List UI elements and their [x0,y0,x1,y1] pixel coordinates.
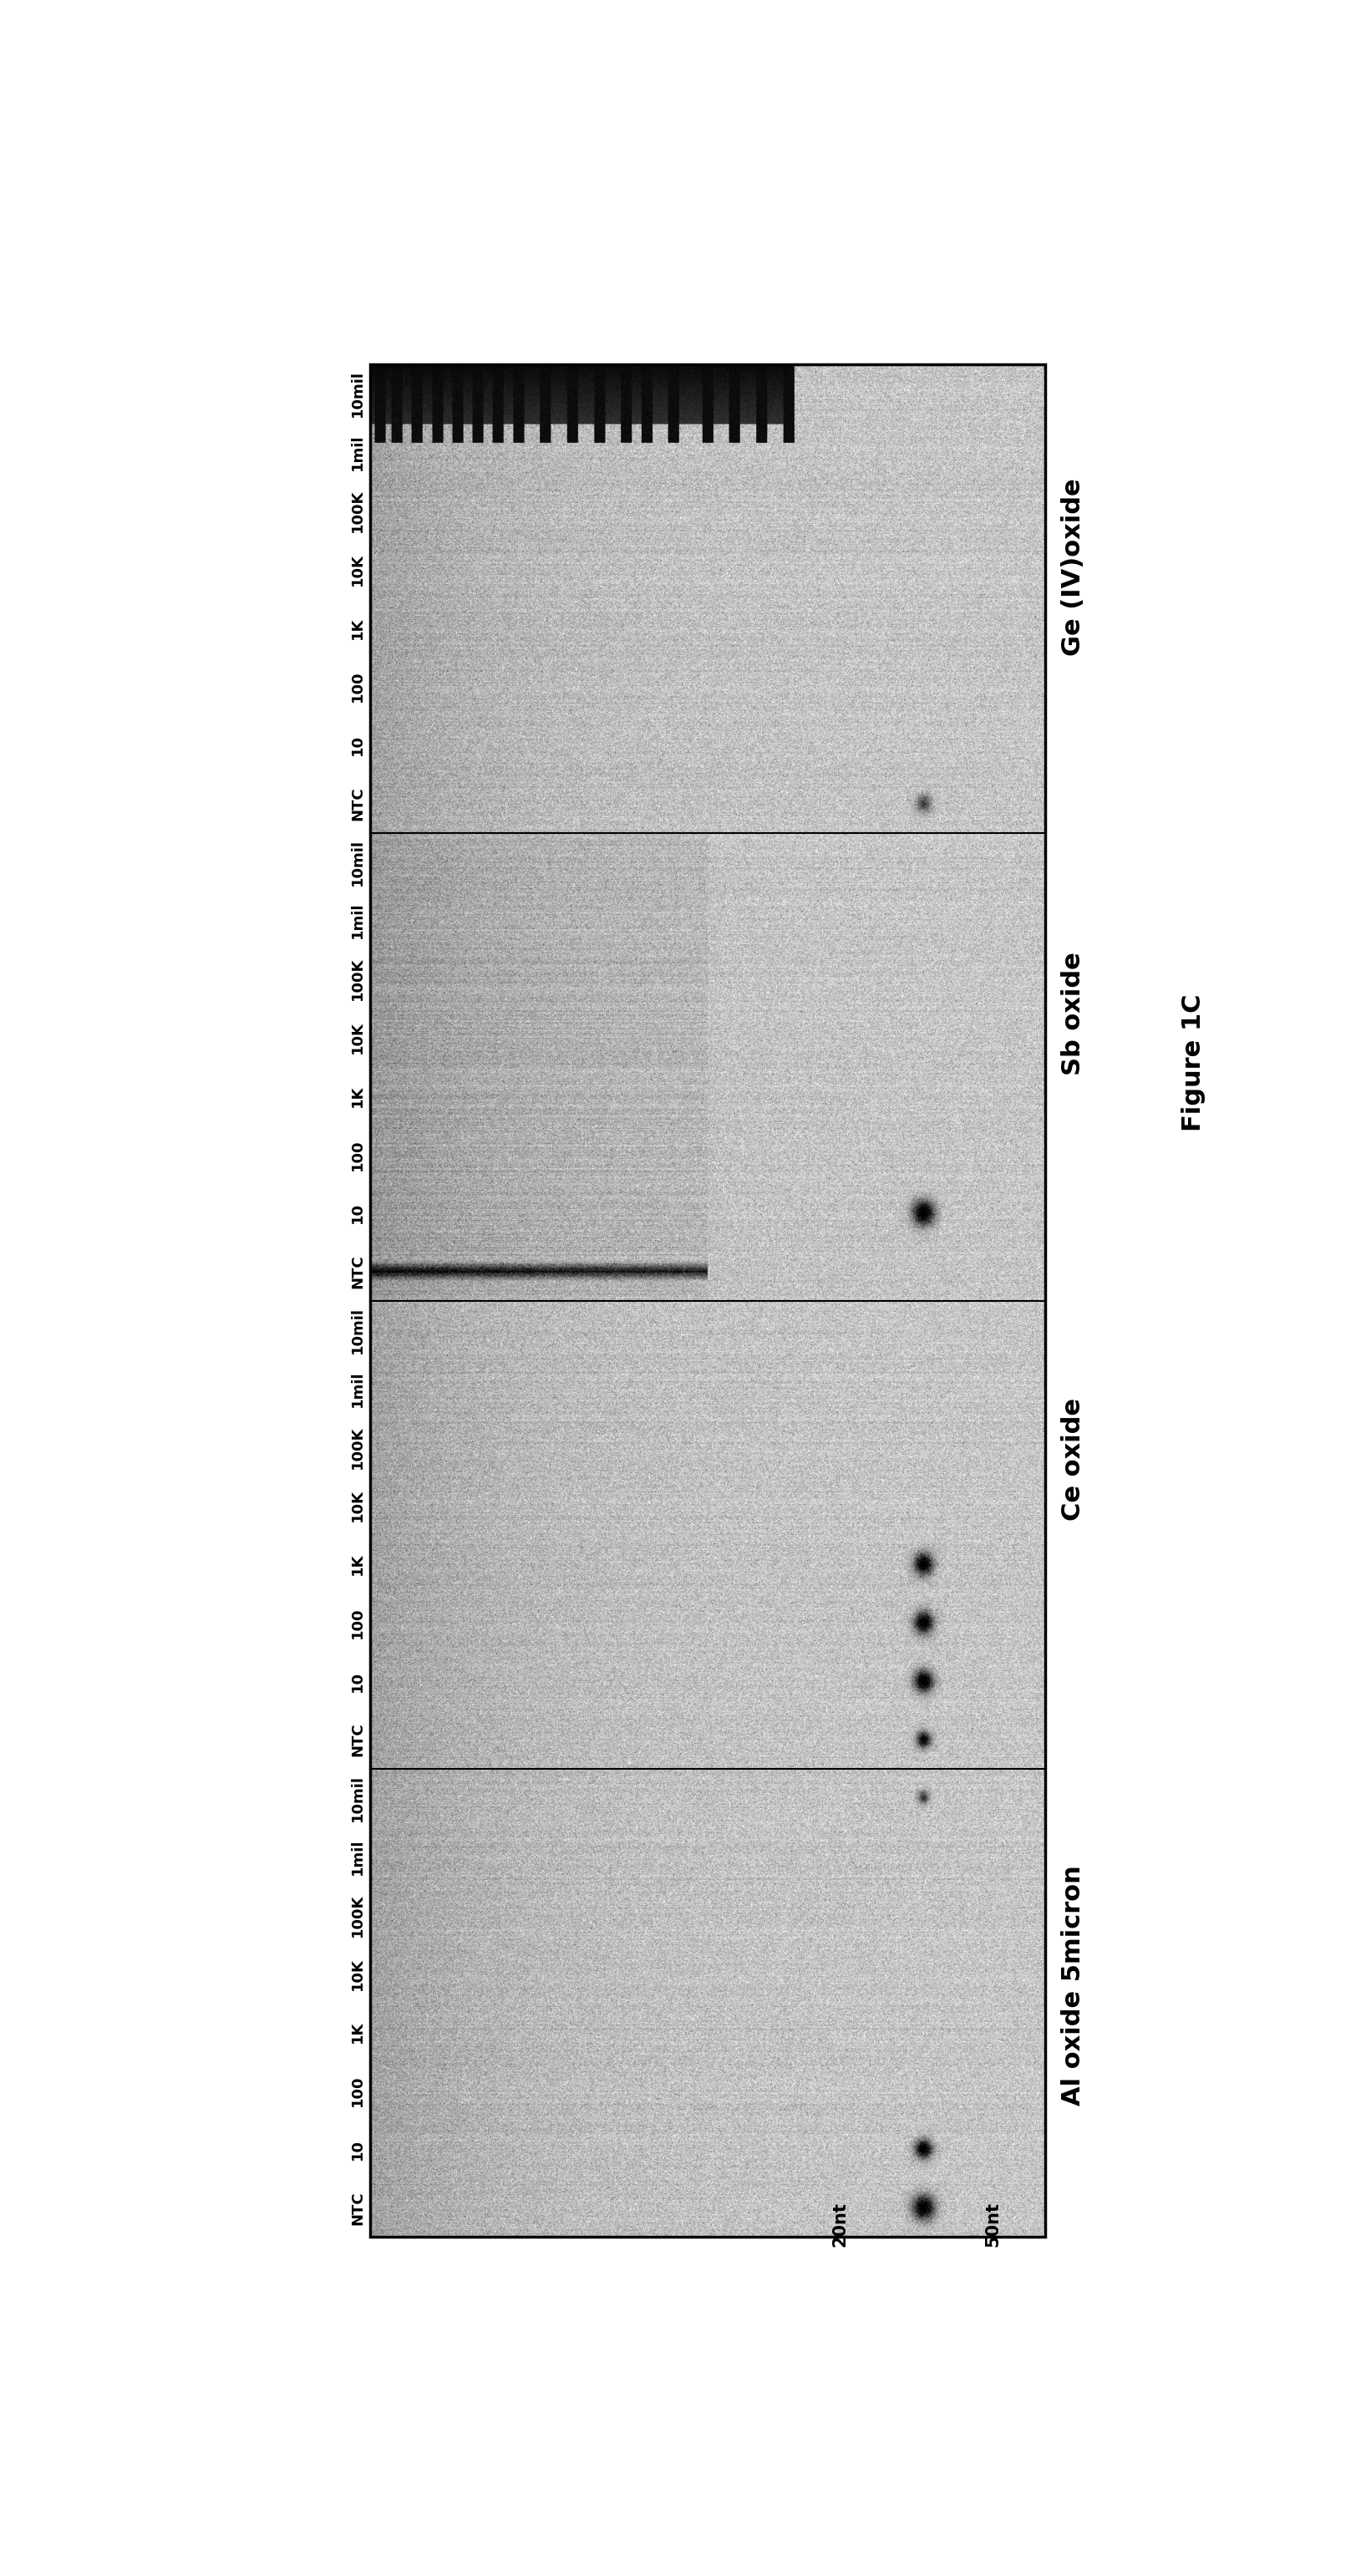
Text: 10K: 10K [350,1958,365,1991]
Text: Ce oxide: Ce oxide [1062,1399,1086,1520]
Text: NTC: NTC [350,2190,365,2226]
Bar [370,366,1045,2236]
Text: 100: 100 [350,670,365,703]
Text: 10mil: 10mil [350,1775,365,1821]
Text: 100: 100 [350,1607,365,1638]
Text: 10mil: 10mil [350,840,365,886]
Text: 1mil: 1mil [350,902,365,938]
Text: Al oxide 5micron: Al oxide 5micron [1062,1865,1086,2105]
Text: NTC: NTC [350,1255,365,1288]
Text: 50nt: 50nt [984,2202,1002,2246]
Text: 100K: 100K [350,958,365,999]
Text: 10K: 10K [350,554,365,585]
Text: 100: 100 [350,1139,365,1170]
Text: 100K: 100K [350,1425,365,1468]
Text: Figure 1C: Figure 1C [1181,994,1206,1131]
Text: NTC: NTC [350,1723,365,1757]
Text: 1K: 1K [350,2022,365,2043]
Text: 10: 10 [350,2138,365,2159]
Text: 20nt: 20nt [832,2202,848,2246]
Text: 10K: 10K [350,1020,365,1054]
Text: 10: 10 [350,1203,365,1224]
Text: 10: 10 [350,1672,365,1692]
Text: 10K: 10K [350,1489,365,1522]
Text: 100K: 100K [350,489,365,533]
Text: 100K: 100K [350,1893,365,1937]
Text: 1mil: 1mil [350,1370,365,1406]
Text: 10mil: 10mil [350,371,365,417]
Text: 1mil: 1mil [350,435,365,471]
Text: 1K: 1K [350,1084,365,1108]
Text: Ge (IV)oxide: Ge (IV)oxide [1062,479,1086,657]
Text: Sb oxide: Sb oxide [1062,951,1086,1074]
Text: NTC: NTC [350,786,365,822]
Text: 1mil: 1mil [350,1839,365,1875]
Text: 10: 10 [350,734,365,755]
Text: 1K: 1K [350,1553,365,1574]
Text: 1K: 1K [350,618,365,639]
Text: 10mil: 10mil [350,1306,365,1352]
Text: 100: 100 [350,2076,365,2107]
